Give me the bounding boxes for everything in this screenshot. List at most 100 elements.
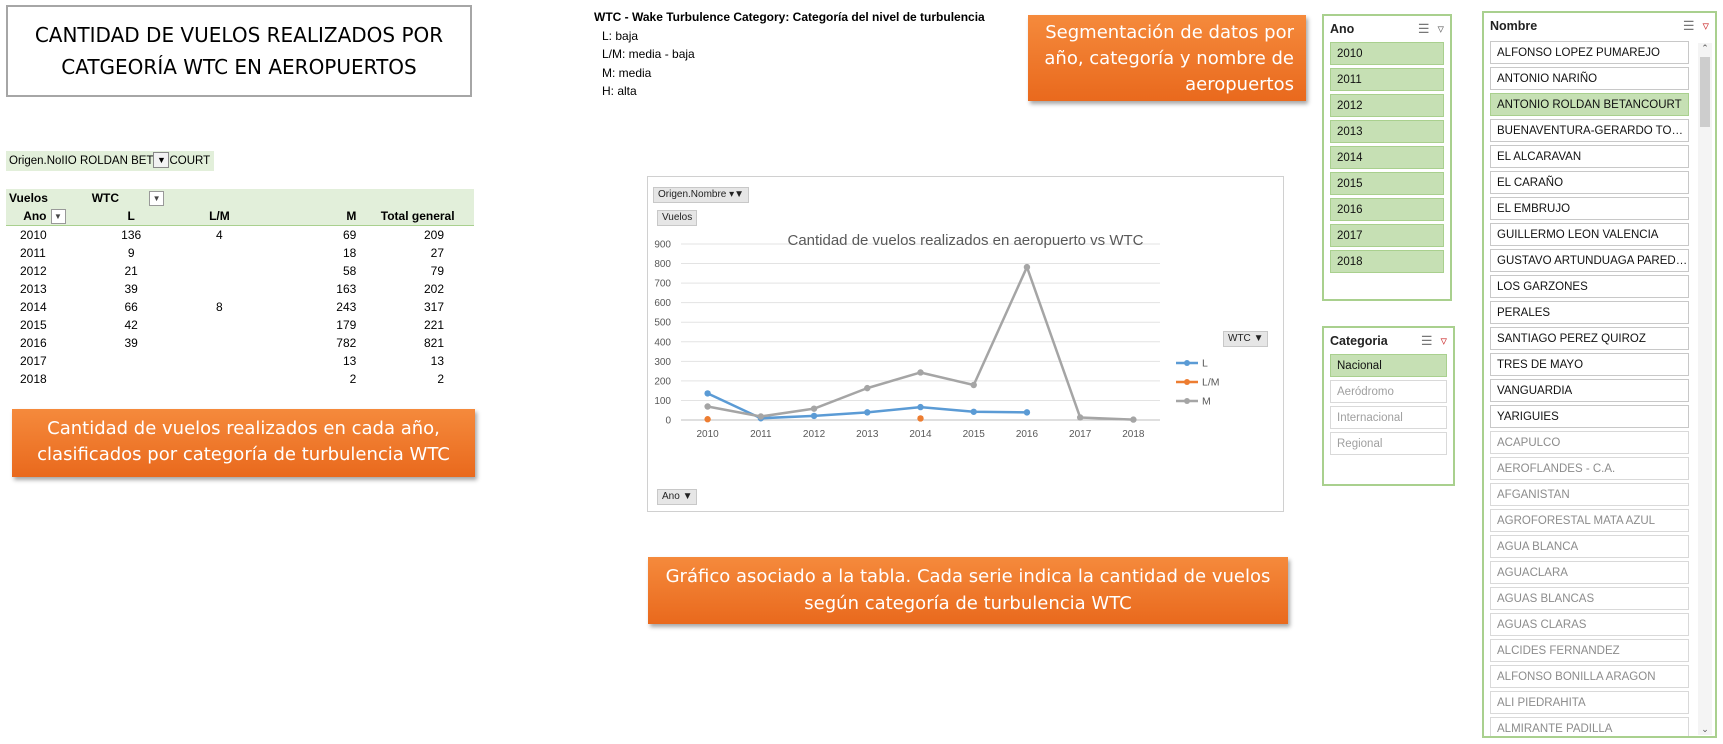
slicer-item[interactable]: BUENAVENTURA-GERARDO TOBA... (1490, 119, 1689, 142)
scrollbar-thumb[interactable] (1700, 57, 1710, 127)
pivot-chart[interactable]: 0 100 200 300 400 500 600 700 800 900 2010 2011 2012… (647, 176, 1284, 512)
chevron-down-icon[interactable]: ▼ (50, 209, 66, 225)
wtc-legend-item: L/M: media - baja (602, 47, 695, 61)
slicer-item[interactable]: SANTIAGO PEREZ QUIROZ (1490, 327, 1689, 350)
slicer-item[interactable]: EL ALCARAVAN (1490, 145, 1689, 168)
chevron-down-icon: ▼ (682, 491, 693, 502)
table-cell-m: 13 (342, 354, 357, 368)
slicer-item[interactable]: 2014 (1330, 146, 1444, 169)
multi-select-icon[interactable]: ☰ (1682, 18, 1695, 33)
legend-marker (1184, 398, 1190, 404)
slicer-item[interactable]: AEROFLANDES - C.A. (1490, 457, 1689, 480)
table-cell-m: 179 (336, 318, 357, 332)
clear-filter-icon[interactable]: ▿ (1437, 21, 1444, 36)
table-cell-l: 39 (124, 282, 138, 296)
slicer-item[interactable]: 2012 (1330, 94, 1444, 117)
table-cell-l: 136 (121, 228, 142, 242)
slicer-item[interactable]: AFGANISTAN (1490, 483, 1689, 506)
slicer-item[interactable]: AGROFORESTAL MATA AZUL (1490, 509, 1689, 532)
x-tick-label: 2015 (963, 429, 986, 440)
data-point (917, 415, 924, 422)
x-tick-label: 2017 (1069, 429, 1092, 440)
slicer-item[interactable]: 2017 (1330, 224, 1444, 247)
multi-select-icon[interactable]: ☰ (1420, 333, 1433, 348)
pivot-column-field-label: WTC (91, 191, 120, 205)
slicer-item[interactable]: EL EMBRUJO (1490, 197, 1689, 220)
slicer-ano[interactable]: Ano ☰ ▿ 2010 2011 2012 2013 2014 2015 2016 2017 2… (1322, 14, 1452, 301)
table-cell-total: 13 (430, 354, 444, 368)
pivot-value-field: Vuelos (9, 191, 48, 205)
data-point (917, 369, 924, 376)
table-row: 2016 39 782 821 (6, 334, 474, 352)
slicer-item[interactable]: AGUACLARA (1490, 561, 1689, 584)
slicer-item[interactable]: YARIGUIES (1490, 405, 1689, 428)
table-cell-lm (183, 280, 257, 298)
slicer-item[interactable]: 2010 (1330, 42, 1444, 65)
table-cell-ano: 2015 (20, 318, 47, 332)
legend-marker (1184, 360, 1190, 366)
chart-values-button[interactable]: Vuelos (657, 210, 698, 226)
data-point (704, 416, 711, 423)
slicer-item[interactable]: AGUAS BLANCAS (1490, 587, 1689, 610)
table-cell-l (80, 370, 183, 388)
x-tick-label: 2018 (1122, 429, 1145, 440)
table-cell-l: 9 (127, 246, 135, 260)
series-line (707, 265, 1134, 421)
slicer-item[interactable]: AGUA BLANCA (1490, 535, 1689, 558)
pivot-filter-value: IIO ROLDAN BET (61, 155, 154, 167)
chart-legend-field-button[interactable]: WTC ▼ (1223, 331, 1269, 347)
slicer-item[interactable]: ALCIDES FERNANDEZ (1490, 639, 1689, 662)
chart-filter-button[interactable]: Origen.Nombre ▾▼ (653, 187, 750, 203)
slicer-item[interactable]: GUILLERMO LEON VALENCIA (1490, 223, 1689, 246)
table-cell-total: 821 (423, 336, 444, 350)
slicer-item[interactable]: 2015 (1330, 172, 1444, 195)
slicer-item[interactable]: PERALES (1490, 301, 1689, 324)
chart-title: Cantidad de vuelos realizados en aeropue… (787, 232, 1144, 249)
chevron-down-icon[interactable]: ▼ (149, 191, 165, 207)
slicer-item[interactable]: ALI PIEDRAHITA (1490, 691, 1689, 714)
slicer-item[interactable]: AGUAS CLARAS (1490, 613, 1689, 636)
slicer-item[interactable]: 2013 (1330, 120, 1444, 143)
table-cell-ano: 2010 (20, 228, 47, 242)
clear-filter-icon[interactable]: ▿ (1702, 18, 1709, 33)
slicer-item[interactable]: Aeródromo (1330, 380, 1447, 403)
slicer-item[interactable]: EL CARAÑO (1490, 171, 1689, 194)
chart-axis-field-button[interactable]: Ano ▼ (657, 489, 698, 505)
slicer-nombre[interactable]: Nombre ☰ ▿ ALFONSO LOPEZ PUMAREJO ANTONIO … (1482, 11, 1717, 738)
chevron-down-icon[interactable]: ⌄ (1701, 724, 1709, 734)
pivot-column-field[interactable]: WTC ▼ (80, 189, 183, 207)
slicer-item[interactable]: 2016 (1330, 198, 1444, 221)
slicer-item[interactable]: LOS GARZONES (1490, 275, 1689, 298)
pivot-row-field[interactable]: Ano ▼ (6, 207, 80, 226)
slicer-item[interactable]: 2018 (1330, 250, 1444, 273)
slicer-item[interactable]: ANTONIO NARIÑO (1490, 67, 1689, 90)
slicer-categoria[interactable]: Categoria ☰ ▿ Nacional Aeródromo Internacio… (1322, 326, 1455, 486)
slicer-item[interactable]: VANGUARDIA (1490, 379, 1689, 402)
data-point (704, 403, 711, 410)
slicer-scrollbar[interactable]: ⌃ ⌄ (1698, 43, 1712, 735)
slicer-item[interactable]: ALFONSO LOPEZ PUMAREJO (1490, 41, 1689, 64)
x-tick-label: 2013 (856, 429, 879, 440)
slicer-item[interactable]: TRES DE MAYO (1490, 353, 1689, 376)
table-cell-ano: 2014 (20, 300, 47, 314)
slicer-item[interactable]: GUSTAVO ARTUNDUAGA PAREDES (1490, 249, 1689, 272)
y-tick-label: 100 (654, 396, 671, 407)
slicer-item[interactable]: Nacional (1330, 354, 1447, 377)
slicer-item[interactable]: 2011 (1330, 68, 1444, 91)
x-tick-label: 2012 (803, 429, 826, 440)
clear-filter-icon[interactable]: ▿ (1440, 333, 1447, 348)
chart-plot: 0 100 200 300 400 500 600 700 800 900 2010 2011 2012… (654, 240, 1219, 441)
chevron-up-icon[interactable]: ⌃ (1701, 43, 1709, 53)
multi-select-icon[interactable]: ☰ (1417, 21, 1430, 36)
pivot-report-filter[interactable]: Origen.NoIIO ROLDAN BET ▼ COURT (6, 151, 215, 171)
slicer-item[interactable]: Internacional (1330, 406, 1447, 429)
table-cell-lm: 8 (216, 300, 223, 314)
slicer-item[interactable]: ALFONSO BONILLA ARAGON (1490, 665, 1689, 688)
slicer-item[interactable]: ACAPULCO (1490, 431, 1689, 454)
slicer-items: 2010 2011 2012 2013 2014 2015 2016 2017 2018 (1324, 42, 1450, 273)
slicer-item[interactable]: Regional (1330, 432, 1447, 455)
slicer-item[interactable]: ALMIRANTE PADILLA (1490, 717, 1689, 736)
filter-icon[interactable]: ▼ (153, 151, 170, 168)
slicer-item[interactable]: ANTONIO ROLDAN BETANCOURT (1490, 93, 1689, 116)
data-point (917, 403, 924, 411)
